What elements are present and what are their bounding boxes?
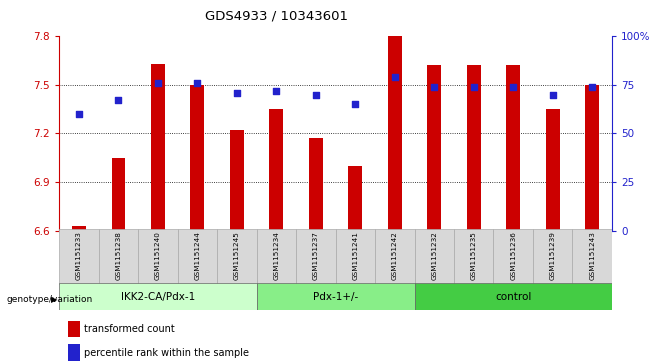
Bar: [68, 344, 80, 361]
Text: control: control: [495, 292, 532, 302]
Text: GSM1151232: GSM1151232: [431, 231, 438, 280]
Point: [153, 80, 163, 86]
Bar: [99, 229, 138, 285]
Text: GDS4933 / 10343601: GDS4933 / 10343601: [205, 9, 348, 22]
Point: [547, 92, 558, 98]
Bar: [191, 85, 204, 231]
Text: Pdx-1+/-: Pdx-1+/-: [313, 292, 358, 302]
Point: [192, 80, 203, 86]
Text: percentile rank within the sample: percentile rank within the sample: [84, 348, 249, 358]
Bar: [296, 229, 336, 285]
Text: GSM1151239: GSM1151239: [549, 231, 556, 280]
Bar: [72, 226, 86, 231]
Bar: [494, 229, 533, 285]
Text: GSM1151244: GSM1151244: [194, 231, 201, 280]
Bar: [151, 64, 164, 231]
Point: [508, 84, 519, 90]
Bar: [506, 65, 520, 231]
Point: [468, 84, 479, 90]
Bar: [309, 138, 322, 231]
Point: [390, 74, 400, 80]
Bar: [572, 229, 612, 285]
Bar: [178, 229, 217, 285]
Bar: [415, 229, 454, 285]
Text: GSM1151242: GSM1151242: [392, 231, 398, 280]
Text: transformed count: transformed count: [84, 324, 175, 334]
Bar: [545, 109, 559, 231]
Bar: [230, 130, 243, 231]
Bar: [585, 85, 599, 231]
Text: GSM1151238: GSM1151238: [115, 231, 122, 280]
Text: GSM1151234: GSM1151234: [273, 231, 280, 280]
Bar: [59, 229, 99, 285]
Point: [429, 84, 440, 90]
Bar: [111, 158, 125, 231]
Text: GSM1151233: GSM1151233: [76, 231, 82, 280]
Bar: [454, 229, 494, 285]
Text: GSM1151241: GSM1151241: [352, 231, 359, 280]
Bar: [348, 166, 362, 231]
Bar: [257, 283, 415, 310]
Point: [311, 92, 321, 98]
Bar: [467, 65, 480, 231]
Bar: [59, 283, 257, 310]
Bar: [415, 283, 612, 310]
Text: GSM1151236: GSM1151236: [510, 231, 517, 280]
Bar: [533, 229, 572, 285]
Bar: [257, 229, 296, 285]
Point: [271, 88, 282, 94]
Bar: [217, 229, 257, 285]
Text: GSM1151235: GSM1151235: [470, 231, 477, 280]
Bar: [336, 229, 375, 285]
Bar: [388, 36, 401, 231]
Text: IKK2-CA/Pdx-1: IKK2-CA/Pdx-1: [121, 292, 195, 302]
Point: [350, 101, 361, 107]
Point: [113, 98, 124, 103]
Bar: [427, 65, 441, 231]
Text: GSM1151240: GSM1151240: [155, 231, 161, 280]
Bar: [269, 109, 283, 231]
Text: ▶: ▶: [51, 295, 58, 304]
Point: [232, 90, 242, 95]
Bar: [375, 229, 415, 285]
Text: GSM1151237: GSM1151237: [313, 231, 319, 280]
Text: genotype/variation: genotype/variation: [7, 295, 93, 304]
Text: GSM1151245: GSM1151245: [234, 231, 240, 280]
Bar: [68, 321, 80, 337]
Point: [74, 111, 84, 117]
Text: GSM1151243: GSM1151243: [589, 231, 595, 280]
Bar: [138, 229, 178, 285]
Point: [587, 84, 597, 90]
